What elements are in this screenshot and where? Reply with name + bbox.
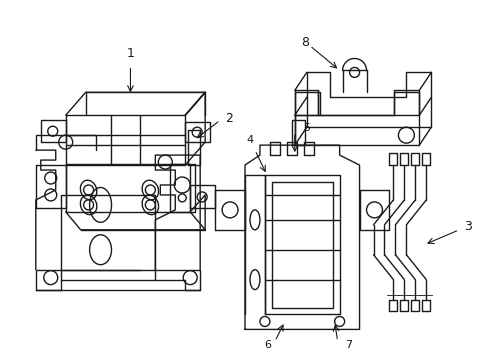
Text: 7: 7 [344, 340, 351, 350]
Text: 6: 6 [264, 340, 271, 350]
Text: 2: 2 [224, 112, 232, 125]
Text: 4: 4 [246, 135, 253, 145]
Text: 8: 8 [300, 36, 308, 49]
Text: 3: 3 [463, 220, 471, 233]
Text: 5: 5 [302, 123, 309, 133]
Text: 1: 1 [126, 48, 134, 60]
